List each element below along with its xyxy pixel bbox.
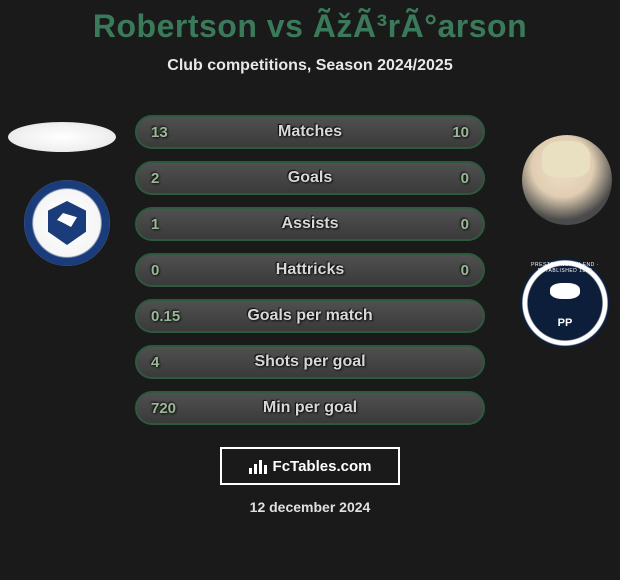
stat-right-value: 0	[429, 216, 469, 233]
stat-right-value: 0	[429, 262, 469, 279]
stat-row-goals: 2 Goals 0	[135, 161, 485, 195]
stat-left-value: 0	[151, 262, 191, 279]
stat-row-assists: 1 Assists 0	[135, 207, 485, 241]
stat-left-value: 720	[151, 400, 191, 417]
stat-row-goals-per-match: 0.15 Goals per match	[135, 299, 485, 333]
page-subtitle: Club competitions, Season 2024/2025	[0, 57, 620, 75]
stat-label: Assists	[282, 215, 339, 233]
brand-box[interactable]: FcTables.com	[220, 447, 400, 485]
stat-label: Shots per goal	[254, 353, 365, 371]
stat-row-min-per-goal: 720 Min per goal	[135, 391, 485, 425]
stat-label: Goals per match	[247, 307, 372, 325]
footer-date: 12 december 2024	[0, 499, 620, 515]
stat-row-matches: 13 Matches 10	[135, 115, 485, 149]
stat-right-value: 0	[429, 170, 469, 187]
page-title: Robertson vs ÃžÃ³rÃ°arson	[0, 0, 620, 45]
stat-label: Goals	[288, 169, 332, 187]
stat-row-hattricks: 0 Hattricks 0	[135, 253, 485, 287]
stat-label: Matches	[278, 123, 342, 141]
stat-left-value: 4	[151, 354, 191, 371]
stat-label: Min per goal	[263, 399, 357, 417]
stat-left-value: 0.15	[151, 308, 191, 325]
stats-container: 13 Matches 10 2 Goals 0 1 Assists 0 0 Ha…	[0, 115, 620, 425]
stat-left-value: 2	[151, 170, 191, 187]
bar-chart-icon	[249, 458, 267, 474]
stat-row-shots-per-goal: 4 Shots per goal	[135, 345, 485, 379]
stat-left-value: 1	[151, 216, 191, 233]
stat-label: Hattricks	[276, 261, 344, 279]
stat-right-value: 10	[429, 124, 469, 141]
brand-label: FcTables.com	[273, 458, 372, 475]
stat-left-value: 13	[151, 124, 191, 141]
